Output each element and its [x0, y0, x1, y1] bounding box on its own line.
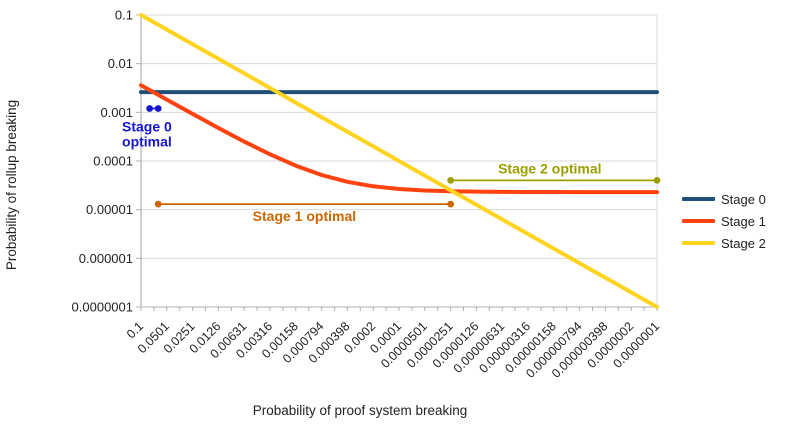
annotation-endpoint-dot: [447, 200, 455, 208]
y-axis-title: Probability of rollup breaking: [4, 100, 19, 270]
y-tick-label: 0.0001: [93, 154, 133, 169]
legend-item-stage-2: Stage 2: [682, 232, 766, 254]
annotation-endpoint-dot: [154, 105, 162, 112]
y-tick-label: 0.001: [100, 105, 133, 120]
annotation-endpoint-dot: [154, 200, 162, 208]
legend-label: Stage 2: [721, 235, 766, 251]
annotation-label: Stage 1 optimal: [253, 208, 356, 224]
x-axis-title: Probability of proof system breaking: [253, 403, 468, 418]
series-stage-2: [139, 13, 659, 309]
legend-label: Stage 0: [721, 191, 766, 207]
y-tick-label: 0.01: [108, 56, 133, 71]
y-tick-label: 0.000001: [79, 251, 133, 266]
y-tick-label: 0.1: [115, 8, 133, 23]
annotation-label: Stage 2 optimal: [498, 160, 601, 176]
annotation-endpoint-dot: [447, 176, 455, 184]
legend-swatch-stage-0: [682, 197, 715, 201]
legend-item-stage-0: Stage 0: [682, 188, 766, 210]
annotation-endpoint-dot: [653, 176, 661, 184]
annotation-endpoint-dot: [146, 105, 154, 112]
annotation-label: Stage 0 optimal: [122, 118, 172, 149]
y-tick-label: 0.0000001: [72, 300, 133, 315]
legend-swatch-stage-1: [682, 219, 715, 223]
legend-item-stage-1: Stage 1: [682, 210, 766, 232]
y-tick-label: 0.00001: [86, 202, 133, 217]
series-stage-1: [139, 83, 659, 195]
legend-label: Stage 1: [721, 213, 766, 229]
legend: Stage 0 Stage 1 Stage 2: [682, 188, 766, 254]
legend-swatch-stage-2: [682, 241, 715, 245]
